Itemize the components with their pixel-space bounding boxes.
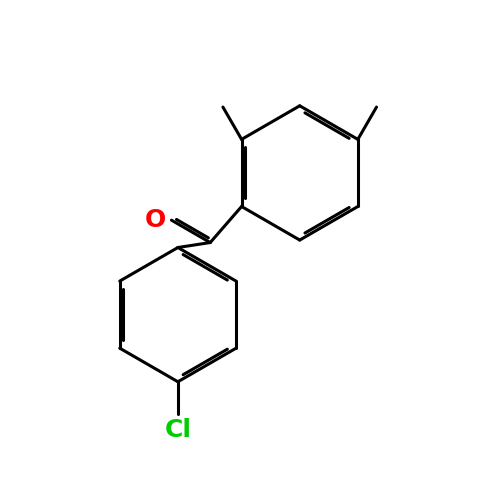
Text: Cl: Cl	[164, 418, 192, 442]
Text: O: O	[144, 208, 166, 232]
